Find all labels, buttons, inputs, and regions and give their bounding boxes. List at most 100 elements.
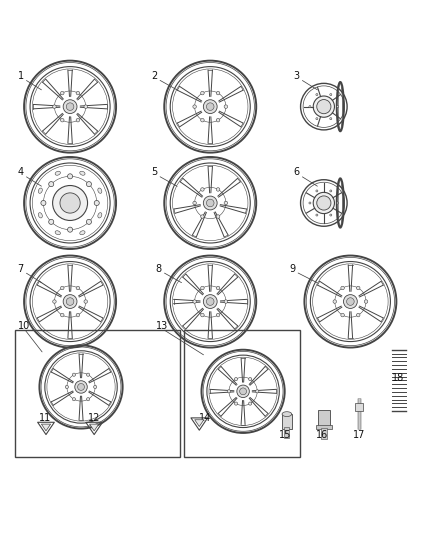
Circle shape bbox=[330, 190, 332, 192]
Circle shape bbox=[240, 388, 247, 395]
Circle shape bbox=[75, 381, 87, 393]
Text: 8: 8 bbox=[155, 264, 162, 273]
Circle shape bbox=[313, 192, 335, 214]
Circle shape bbox=[309, 202, 311, 204]
Circle shape bbox=[357, 286, 360, 290]
Circle shape bbox=[63, 295, 77, 309]
Circle shape bbox=[224, 201, 228, 205]
Circle shape bbox=[76, 118, 80, 122]
Circle shape bbox=[343, 295, 357, 309]
Text: 3: 3 bbox=[293, 71, 300, 81]
Circle shape bbox=[330, 214, 332, 216]
Ellipse shape bbox=[39, 188, 42, 193]
Circle shape bbox=[357, 313, 360, 317]
Text: 17: 17 bbox=[353, 430, 365, 440]
Circle shape bbox=[337, 106, 339, 108]
Bar bbox=[285, 427, 290, 438]
Text: 16: 16 bbox=[316, 430, 328, 440]
Circle shape bbox=[364, 300, 368, 303]
Circle shape bbox=[249, 402, 252, 405]
Circle shape bbox=[60, 91, 64, 95]
Text: 10: 10 bbox=[18, 321, 30, 330]
Circle shape bbox=[53, 105, 56, 108]
Circle shape bbox=[234, 377, 237, 381]
Bar bbox=[321, 427, 327, 439]
Circle shape bbox=[224, 105, 228, 108]
Circle shape bbox=[206, 103, 214, 110]
Text: 12: 12 bbox=[88, 413, 100, 423]
Ellipse shape bbox=[98, 188, 102, 193]
Circle shape bbox=[234, 402, 237, 405]
Circle shape bbox=[203, 100, 217, 114]
Circle shape bbox=[237, 385, 249, 398]
Circle shape bbox=[330, 118, 332, 120]
Circle shape bbox=[76, 313, 80, 317]
Bar bbox=[184, 330, 300, 457]
Circle shape bbox=[201, 313, 204, 317]
Text: 15: 15 bbox=[279, 430, 292, 440]
Circle shape bbox=[201, 118, 204, 122]
Circle shape bbox=[86, 182, 92, 187]
Circle shape bbox=[316, 118, 318, 120]
Bar bbox=[316, 425, 332, 429]
Text: 11: 11 bbox=[39, 413, 52, 423]
Text: 2: 2 bbox=[151, 71, 157, 81]
Circle shape bbox=[86, 219, 92, 224]
Circle shape bbox=[53, 300, 56, 303]
Circle shape bbox=[330, 94, 332, 95]
Circle shape bbox=[63, 100, 77, 114]
Circle shape bbox=[249, 377, 252, 381]
Circle shape bbox=[317, 100, 331, 114]
Text: 13: 13 bbox=[155, 321, 168, 330]
Circle shape bbox=[60, 193, 80, 213]
Circle shape bbox=[227, 390, 230, 393]
Circle shape bbox=[41, 200, 46, 206]
Circle shape bbox=[72, 398, 75, 401]
Ellipse shape bbox=[98, 213, 102, 218]
Ellipse shape bbox=[80, 231, 85, 235]
Circle shape bbox=[193, 105, 196, 108]
Circle shape bbox=[337, 202, 339, 204]
Circle shape bbox=[72, 373, 75, 376]
Circle shape bbox=[60, 286, 64, 290]
Ellipse shape bbox=[55, 231, 60, 235]
Circle shape bbox=[224, 300, 228, 303]
Circle shape bbox=[317, 196, 331, 210]
Text: 1: 1 bbox=[18, 71, 24, 81]
Bar bbox=[282, 414, 292, 429]
Circle shape bbox=[203, 196, 217, 210]
Circle shape bbox=[87, 373, 90, 376]
Circle shape bbox=[66, 103, 74, 110]
Text: 5: 5 bbox=[151, 167, 157, 177]
Ellipse shape bbox=[80, 171, 85, 175]
Text: 14: 14 bbox=[199, 413, 212, 423]
Circle shape bbox=[346, 298, 354, 305]
Circle shape bbox=[53, 185, 88, 221]
Circle shape bbox=[316, 94, 318, 95]
Circle shape bbox=[94, 385, 97, 389]
Circle shape bbox=[201, 215, 204, 219]
Circle shape bbox=[341, 286, 344, 290]
Circle shape bbox=[193, 201, 196, 205]
Text: 18: 18 bbox=[392, 373, 404, 383]
Circle shape bbox=[216, 91, 220, 95]
Circle shape bbox=[206, 199, 214, 207]
Circle shape bbox=[201, 91, 204, 95]
Circle shape bbox=[67, 227, 73, 232]
Circle shape bbox=[49, 182, 54, 187]
Circle shape bbox=[76, 286, 80, 290]
Circle shape bbox=[216, 313, 220, 317]
Text: 7: 7 bbox=[18, 264, 24, 273]
Ellipse shape bbox=[282, 411, 292, 416]
Bar bbox=[15, 330, 180, 457]
Circle shape bbox=[87, 398, 90, 401]
Bar bbox=[318, 410, 330, 426]
Polygon shape bbox=[42, 424, 50, 431]
Polygon shape bbox=[90, 424, 99, 431]
Ellipse shape bbox=[55, 171, 60, 175]
Circle shape bbox=[60, 118, 64, 122]
Circle shape bbox=[313, 96, 335, 117]
Circle shape bbox=[201, 286, 204, 290]
Circle shape bbox=[216, 215, 220, 219]
Circle shape bbox=[84, 105, 88, 108]
